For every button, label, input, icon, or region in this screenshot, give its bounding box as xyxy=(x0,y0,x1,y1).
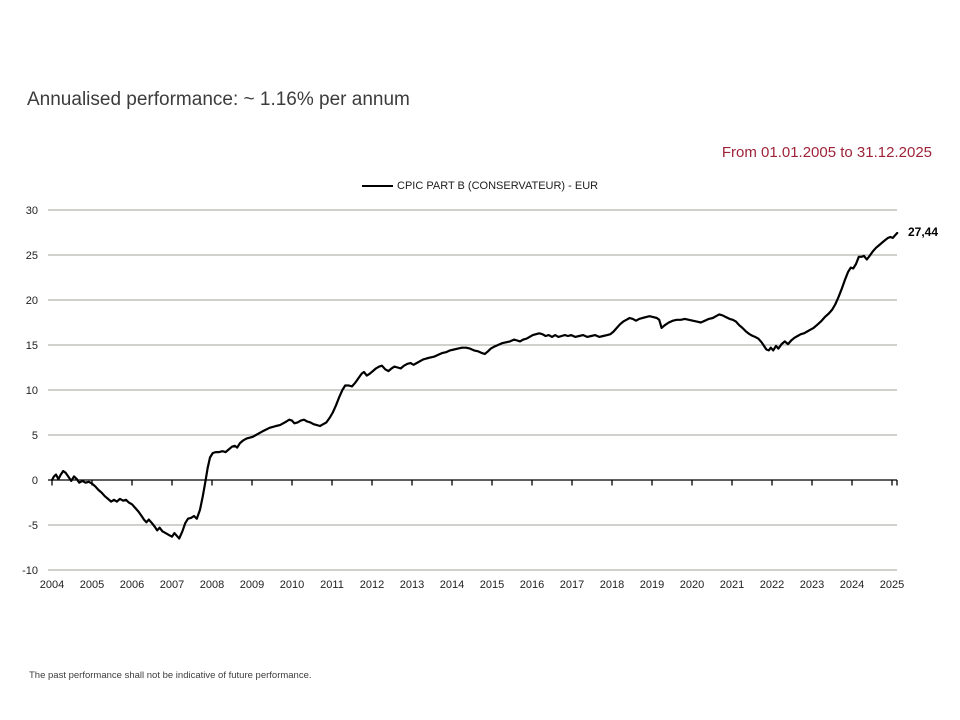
legend-series-label: CPIC PART B (CONSERVATEUR) - EUR xyxy=(397,179,599,192)
x-tick-label: 2017 xyxy=(560,579,584,591)
x-tick-label: 2009 xyxy=(240,579,264,591)
y-tick-label: -10 xyxy=(22,565,38,577)
x-tick-label: 2022 xyxy=(760,579,784,591)
x-tick-label: 2018 xyxy=(600,579,624,591)
chart-legend: CPIC PART B (CONSERVATEUR) - EUR xyxy=(362,179,598,192)
y-tick-label: 15 xyxy=(26,340,38,352)
x-tick-label: 2014 xyxy=(440,579,464,591)
x-tick-label: 2008 xyxy=(200,579,224,591)
x-tick-label: 2004 xyxy=(40,579,64,591)
x-tick-label: 2010 xyxy=(280,579,304,591)
series-end-value-label: 27,44 xyxy=(908,225,939,239)
page-title: Annualised performance: ~ 1.16% per annu… xyxy=(27,89,410,110)
x-tick-label: 2019 xyxy=(640,579,664,591)
x-tick-label: 2012 xyxy=(360,579,384,591)
x-tick-label: 2025 xyxy=(880,579,904,591)
series-line xyxy=(50,231,899,540)
x-tick-label: 2005 xyxy=(80,579,104,591)
x-tick-label: 2021 xyxy=(720,579,744,591)
x-tick-label: 2015 xyxy=(480,579,504,591)
y-tick-label: 20 xyxy=(26,295,38,307)
y-tick-label: 0 xyxy=(32,475,38,487)
x-tick-label: 2013 xyxy=(400,579,424,591)
x-tick-label: 2007 xyxy=(160,579,184,591)
x-tick-label: 2011 xyxy=(320,579,344,591)
x-tick-label: 2023 xyxy=(800,579,824,591)
date-range-label: From 01.01.2005 to 31.12.2025 xyxy=(721,144,932,161)
y-tick-label: 25 xyxy=(26,250,38,262)
y-tick-label: 30 xyxy=(26,205,38,217)
y-tick-label: -5 xyxy=(28,520,38,532)
disclaimer-text: The past performance shall not be indica… xyxy=(29,670,312,681)
x-tick-label: 2020 xyxy=(680,579,704,591)
x-tick-label: 2016 xyxy=(520,579,544,591)
y-tick-label: 5 xyxy=(32,430,38,442)
legend-line-swatch xyxy=(362,184,393,187)
y-tick-label: 10 xyxy=(26,385,38,397)
x-tick-label: 2006 xyxy=(120,579,144,591)
x-tick-label: 2024 xyxy=(840,579,864,591)
